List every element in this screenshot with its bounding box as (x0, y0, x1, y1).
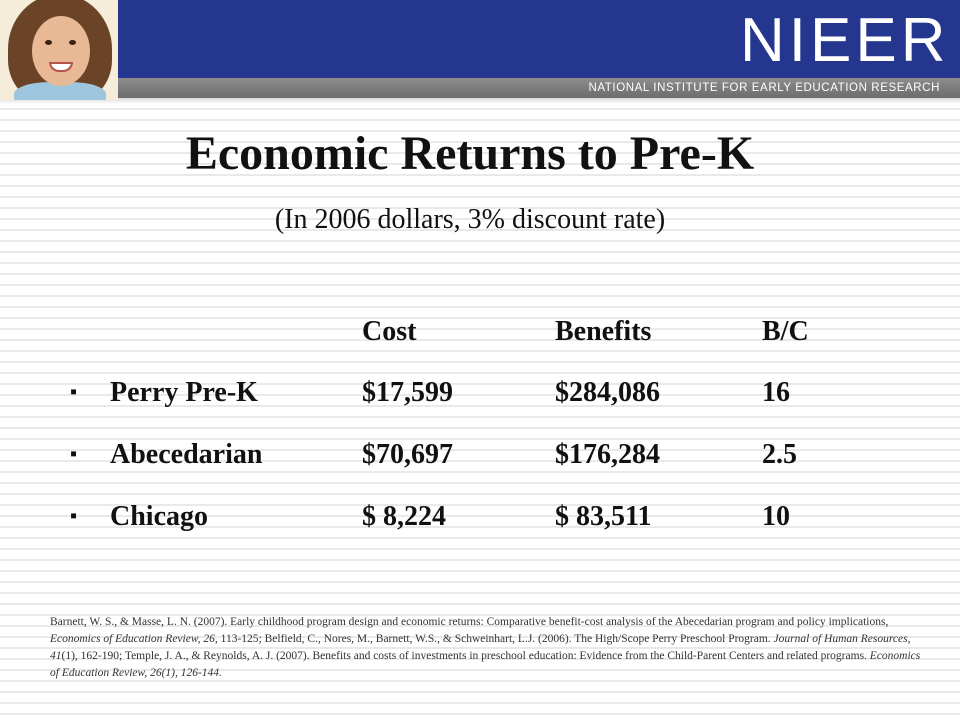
slide-subtitle: (In 2006 dollars, 3% discount rate) (274, 204, 666, 235)
header-band (0, 0, 960, 78)
benefits-cell: $176,284 (555, 439, 660, 470)
program-cell: ▪ Perry Pre-K (70, 362, 362, 424)
program-name: Abecedarian (110, 439, 263, 470)
bc-cell: 10 (762, 501, 790, 532)
cost-cell: $17,599 (362, 377, 453, 408)
header-cost: Cost (362, 316, 417, 347)
cost-cell: $ 8,224 (362, 501, 446, 532)
program-cell: ▪ Abecedarian (70, 424, 362, 486)
table-row: ▪ Perry Pre-K $17,599 $284,086 16 (70, 362, 850, 424)
header-bc: B/C (762, 316, 809, 347)
program-cell: ▪ Chicago (70, 486, 362, 548)
photo-face (32, 16, 90, 86)
table-header-row: Cost Benefits B/C (70, 302, 850, 362)
photo-eye-left (45, 40, 52, 45)
cost-cell: $70,697 (362, 439, 453, 470)
table-row: ▪ Chicago $ 8,224 $ 83,511 10 (70, 486, 850, 548)
citation-journal: Journal of Human Resources, 41 (50, 633, 911, 662)
slide-title: Economic Returns to Pre-K (185, 127, 755, 180)
header-shadow (0, 98, 960, 104)
header-benefits: Benefits (555, 316, 652, 347)
benefits-cell: $ 83,511 (555, 501, 652, 532)
bullet-icon: ▪ (70, 381, 78, 404)
bullet-icon: ▪ (70, 443, 78, 466)
program-name: Perry Pre-K (110, 377, 258, 408)
benefits-cell: $284,086 (555, 377, 660, 408)
citation-journal: Economics of Education Review, 26(1), 12… (50, 650, 921, 679)
photo-shirt (14, 82, 106, 100)
header-program (70, 302, 362, 362)
citation-part: Barnett, W. S., & Masse, L. N. (2007). E… (50, 616, 889, 628)
nieer-logo: NIEER (740, 6, 950, 75)
citation-part: (1), 162-190; Temple, J. A., & Reynolds,… (61, 650, 870, 662)
bc-cell: 16 (762, 377, 790, 408)
returns-table: Cost Benefits B/C ▪ Perry Pre-K $17,599 $… (70, 302, 850, 548)
bullet-icon: ▪ (70, 505, 78, 528)
citation-journal: Economics of Education Review, 26, (50, 633, 218, 645)
citation-part: 113-125; Belfield, C., Nores, M., Barnet… (217, 633, 774, 645)
table-row: ▪ Abecedarian $70,697 $176,284 2.5 (70, 424, 850, 486)
program-name: Chicago (110, 501, 208, 532)
logo-tagline: NATIONAL INSTITUTE FOR EARLY EDUCATION R… (588, 82, 940, 94)
header-subband (0, 78, 960, 98)
citation: Barnett, W. S., & Masse, L. N. (2007). E… (50, 614, 930, 682)
child-photo (0, 0, 118, 100)
bc-cell: 2.5 (762, 439, 797, 470)
photo-eye-right (69, 40, 76, 45)
